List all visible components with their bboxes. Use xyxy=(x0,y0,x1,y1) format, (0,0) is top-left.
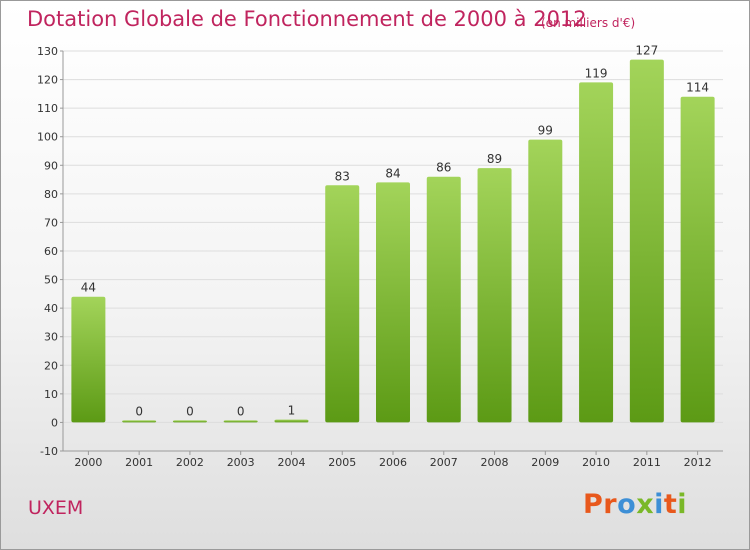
data-labels: 44 0 0 0 1 83 84 86 89 99 119 127 114 xyxy=(81,44,709,419)
logo-letter: x xyxy=(636,489,655,520)
bar xyxy=(629,59,664,423)
x-tick-label: 2002 xyxy=(176,456,204,469)
y-tick-label: 50 xyxy=(44,274,58,287)
data-label: 0 xyxy=(135,404,143,418)
y-tick-label: -10 xyxy=(40,445,58,458)
x-tick-label: 2000 xyxy=(74,456,102,469)
bar xyxy=(680,96,715,423)
y-tick-label: 120 xyxy=(37,74,58,87)
y-tick-label: 10 xyxy=(44,388,58,401)
data-label: 0 xyxy=(186,404,194,418)
y-tick-label: 90 xyxy=(44,159,58,172)
x-tick-label: 2008 xyxy=(481,456,509,469)
bar xyxy=(528,139,563,423)
y-tick-label: 40 xyxy=(44,302,58,315)
x-tick-label: 2005 xyxy=(328,456,356,469)
bar xyxy=(376,182,410,423)
x-tick-label: 2012 xyxy=(684,456,712,469)
bar xyxy=(172,420,207,423)
x-tick-label: 2007 xyxy=(430,456,458,469)
logo-letter: P xyxy=(583,489,604,520)
data-label: 86 xyxy=(436,161,451,175)
bar xyxy=(274,419,309,423)
logo-letter: i xyxy=(654,489,664,520)
x-tick-label: 2010 xyxy=(582,456,610,469)
bar xyxy=(426,176,461,423)
commune-name: UXEM xyxy=(28,497,84,519)
y-tick-label: 100 xyxy=(37,131,58,144)
logo-letter: r xyxy=(603,489,618,520)
x-tick-label: 2001 xyxy=(125,456,153,469)
y-tick-label: 30 xyxy=(44,331,58,344)
y-tick-label: 110 xyxy=(37,102,58,115)
chart-title: Dotation Globale de Fonctionnement de 20… xyxy=(27,7,587,31)
data-label: 119 xyxy=(585,66,608,80)
y-tick-label: 20 xyxy=(44,359,58,372)
y-tick-label: 70 xyxy=(44,216,58,229)
x-tick-label: 2006 xyxy=(379,456,407,469)
bar xyxy=(579,82,614,423)
bar xyxy=(122,420,157,423)
data-label: 0 xyxy=(237,404,245,418)
data-label: 1 xyxy=(288,404,296,418)
bar xyxy=(71,296,106,423)
x-tick-label: 2003 xyxy=(227,456,255,469)
data-label: 84 xyxy=(385,166,400,180)
proxiti-logo: Proxiti xyxy=(583,489,687,520)
data-label: 89 xyxy=(487,152,502,166)
logo-letter: t xyxy=(663,489,678,520)
chart-subtitle: (en milliers d'€) xyxy=(541,16,636,30)
x-tick-label: 2004 xyxy=(277,456,305,469)
logo-letter: o xyxy=(617,489,637,520)
y-tick-label: 60 xyxy=(44,245,58,258)
data-label: 44 xyxy=(81,281,96,295)
data-label: 83 xyxy=(335,169,350,183)
bar xyxy=(477,168,512,423)
y-tick-label: 80 xyxy=(44,188,58,201)
data-label: 99 xyxy=(538,124,553,138)
x-tick-label: 2011 xyxy=(633,456,661,469)
y-tick-label: 0 xyxy=(51,416,58,429)
x-tick-label: 2009 xyxy=(531,456,559,469)
data-label: 127 xyxy=(635,44,658,58)
logo-letter: i xyxy=(677,489,688,520)
bars xyxy=(71,59,715,423)
bar xyxy=(325,185,360,423)
y-tick-label: 130 xyxy=(37,45,58,58)
bar xyxy=(223,420,258,423)
data-label: 114 xyxy=(686,81,709,95)
